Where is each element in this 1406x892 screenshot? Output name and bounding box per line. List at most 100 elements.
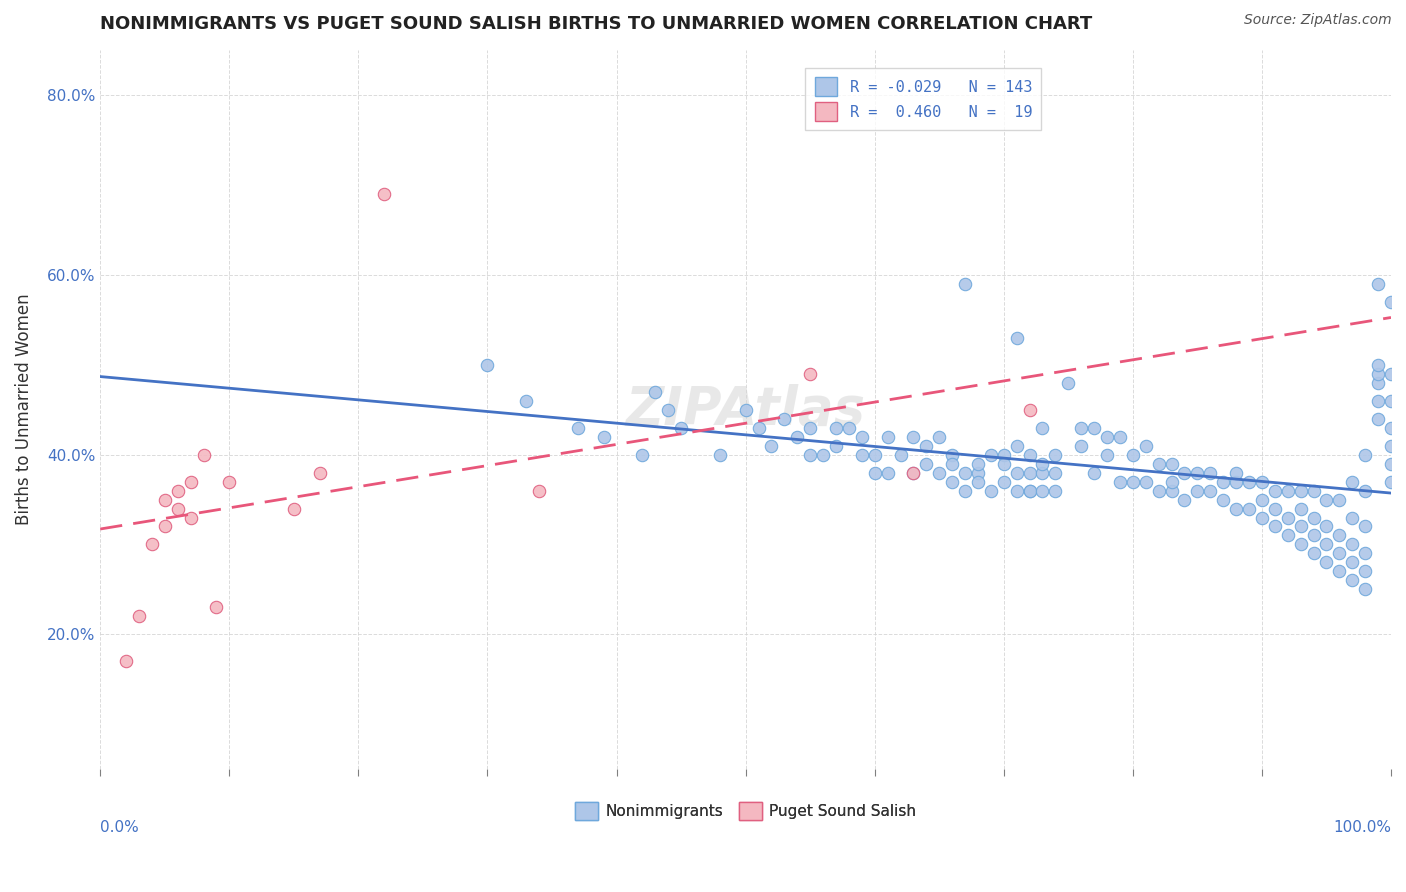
Point: [1147, 457, 1170, 471]
Point: [1329, 565, 1351, 579]
Point: [1264, 501, 1286, 516]
Point: [180, 510, 202, 524]
Point: [1005, 438, 1028, 452]
Point: [967, 466, 990, 480]
Point: [1302, 528, 1324, 542]
Point: [928, 429, 950, 443]
Point: [1354, 546, 1376, 560]
Point: [1187, 466, 1209, 480]
Point: [657, 402, 679, 417]
Point: [1018, 466, 1040, 480]
Point: [1379, 438, 1402, 452]
Point: [1354, 565, 1376, 579]
Point: [1379, 420, 1402, 434]
Point: [283, 501, 305, 516]
Point: [631, 448, 654, 462]
Point: [1379, 457, 1402, 471]
Point: [1237, 475, 1260, 489]
Point: [1367, 393, 1389, 408]
Point: [180, 475, 202, 489]
Point: [1083, 466, 1105, 480]
Point: [1070, 420, 1092, 434]
Point: [1173, 466, 1195, 480]
Point: [838, 420, 860, 434]
Point: [1289, 537, 1312, 551]
Point: [851, 448, 873, 462]
Point: [825, 420, 848, 434]
Point: [1212, 475, 1234, 489]
Point: [1237, 501, 1260, 516]
Point: [799, 367, 821, 381]
Point: [953, 277, 976, 291]
Point: [1251, 475, 1274, 489]
Point: [1379, 294, 1402, 309]
Point: [889, 448, 911, 462]
Point: [1379, 367, 1402, 381]
Point: [915, 457, 938, 471]
Point: [592, 429, 614, 443]
Point: [1199, 466, 1222, 480]
Text: 100.0%: 100.0%: [1333, 820, 1391, 835]
Point: [1289, 483, 1312, 498]
Point: [1199, 483, 1222, 498]
Point: [1225, 466, 1247, 480]
Point: [205, 600, 228, 615]
Legend: Nonimmigrants, Puget Sound Salish: Nonimmigrants, Puget Sound Salish: [569, 796, 922, 826]
Point: [1315, 492, 1337, 507]
Point: [1031, 466, 1053, 480]
Point: [1135, 475, 1157, 489]
Point: [993, 475, 1015, 489]
Point: [863, 466, 886, 480]
Point: [1277, 528, 1299, 542]
Point: [1160, 483, 1182, 498]
Point: [799, 448, 821, 462]
Point: [1367, 277, 1389, 291]
Point: [1225, 501, 1247, 516]
Point: [1367, 358, 1389, 372]
Point: [1045, 448, 1067, 462]
Point: [477, 358, 499, 372]
Point: [1341, 510, 1364, 524]
Point: [915, 438, 938, 452]
Point: [903, 466, 925, 480]
Point: [128, 609, 150, 624]
Point: [1173, 492, 1195, 507]
Point: [1070, 438, 1092, 452]
Point: [1277, 510, 1299, 524]
Point: [967, 457, 990, 471]
Point: [1005, 483, 1028, 498]
Point: [1354, 582, 1376, 597]
Point: [1367, 376, 1389, 390]
Point: [1329, 546, 1351, 560]
Point: [644, 384, 666, 399]
Point: [1354, 483, 1376, 498]
Point: [980, 483, 1002, 498]
Point: [1367, 367, 1389, 381]
Point: [115, 654, 138, 668]
Point: [1083, 420, 1105, 434]
Point: [1109, 475, 1132, 489]
Point: [166, 501, 188, 516]
Point: [193, 448, 215, 462]
Point: [308, 466, 330, 480]
Point: [1095, 448, 1118, 462]
Point: [1005, 331, 1028, 345]
Point: [903, 466, 925, 480]
Point: [903, 429, 925, 443]
Point: [1109, 429, 1132, 443]
Point: [1341, 574, 1364, 588]
Point: [1315, 519, 1337, 533]
Point: [761, 438, 783, 452]
Point: [1315, 556, 1337, 570]
Point: [1122, 448, 1144, 462]
Point: [1315, 537, 1337, 551]
Point: [1187, 483, 1209, 498]
Point: [734, 402, 756, 417]
Point: [527, 483, 550, 498]
Point: [863, 448, 886, 462]
Point: [825, 438, 848, 452]
Point: [1147, 483, 1170, 498]
Point: [1264, 483, 1286, 498]
Point: [153, 492, 176, 507]
Point: [786, 429, 808, 443]
